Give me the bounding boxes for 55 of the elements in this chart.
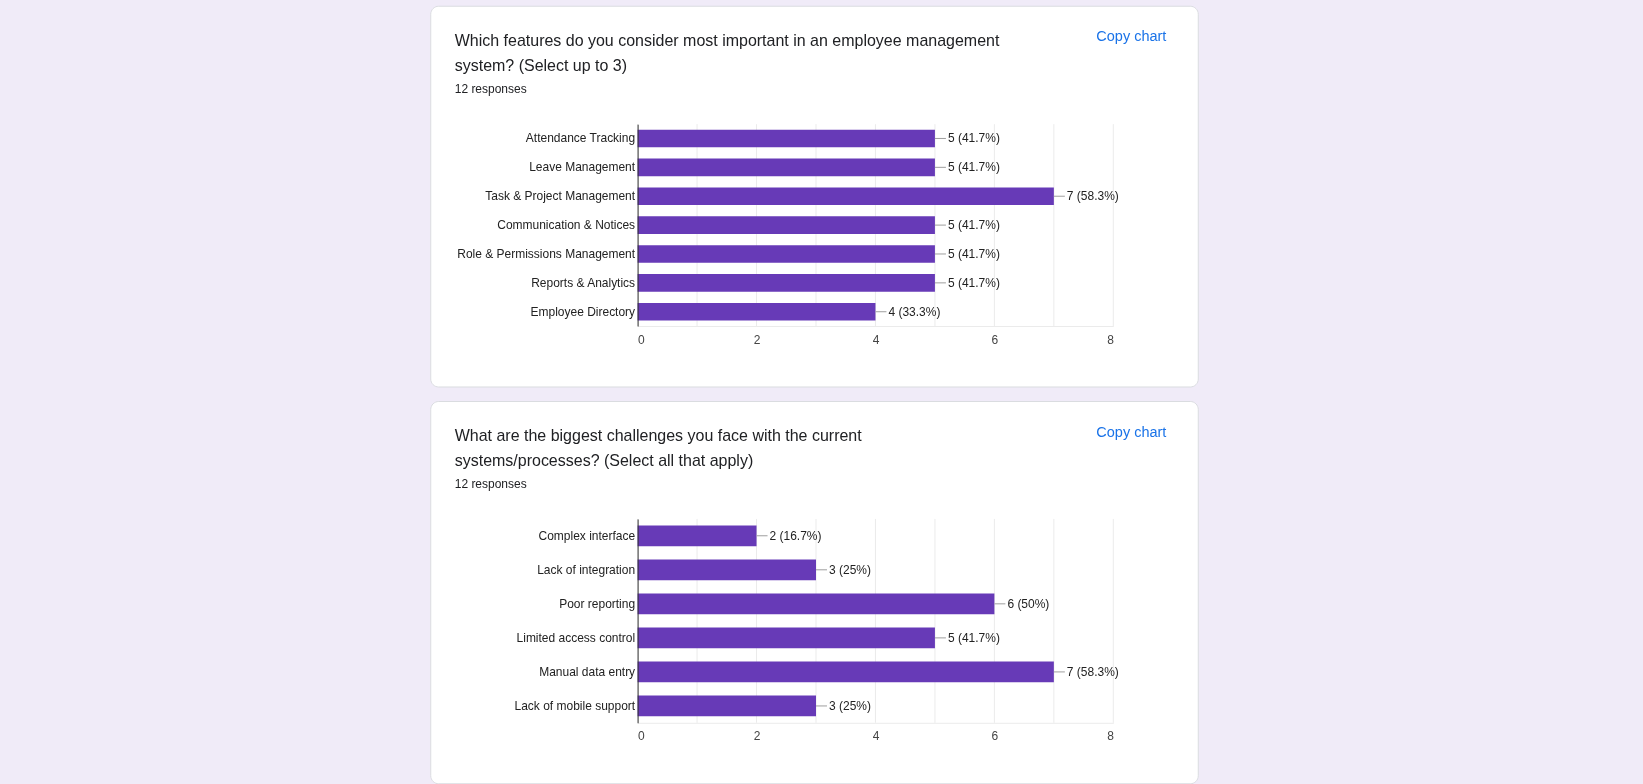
bar <box>637 627 935 649</box>
y-tick-label: Attendance Tracking <box>525 131 636 146</box>
bar <box>637 245 935 263</box>
data-label: 7 (58.3%) <box>1066 664 1119 679</box>
data-label: 5 (41.7%) <box>947 246 1000 261</box>
chart-title: Which features do you consider most important in an employee management system? (Select up to 3) <box>454 32 1000 74</box>
x-tick-label: 4 <box>872 729 880 744</box>
x-tick-label: 2 <box>753 729 761 744</box>
y-tick-label: Role & Permissions Management <box>457 246 636 261</box>
y-tick-label: Leave Management <box>529 160 636 175</box>
x-tick-label: 8 <box>1107 729 1115 744</box>
data-label: 4 (33.3%) <box>888 304 941 319</box>
bar <box>637 695 816 717</box>
chart-title: What are the biggest challenges you face with the current systems/processes? (Select all that apply) <box>454 427 863 469</box>
bar <box>637 216 935 234</box>
bar <box>637 525 757 547</box>
text: 12 responses <box>454 81 527 96</box>
y-tick-label: Lack of integration <box>537 562 636 577</box>
data-label: 7 (58.3%) <box>1066 189 1119 204</box>
bar <box>637 274 935 292</box>
y-tick-label: Poor reporting <box>559 596 636 611</box>
bar <box>637 129 935 148</box>
bar <box>637 187 1054 206</box>
y-tick-label: Communication & Notices <box>497 218 636 233</box>
x-tick-label: 0 <box>638 729 646 744</box>
text: 12 responses <box>454 476 527 491</box>
x-tick-label: 6 <box>991 729 999 744</box>
data-label: 3 (25%) <box>829 698 871 713</box>
x-tick-label: 0 <box>638 332 646 347</box>
x-tick-label: 4 <box>872 332 880 347</box>
y-tick-label: Task & Project Management <box>485 189 636 204</box>
data-label: 5 (41.7%) <box>947 131 1000 146</box>
y-tick-label: Employee Directory <box>530 304 636 319</box>
data-label: 5 (41.7%) <box>947 160 1000 175</box>
data-label: 5 (41.7%) <box>947 630 1000 645</box>
bar <box>637 158 935 177</box>
bar <box>637 661 1054 683</box>
text: Copy chart <box>1096 423 1167 440</box>
data-label: 3 (25%) <box>829 562 871 577</box>
data-label: 2 (16.7%) <box>769 528 822 543</box>
y-tick-label: Reports & Analytics <box>531 275 636 290</box>
data-label: 5 (41.7%) <box>947 275 1000 290</box>
x-tick-label: 6 <box>991 332 999 347</box>
bar <box>637 559 816 581</box>
y-tick-label: Manual data entry <box>539 664 636 679</box>
y-tick-label: Complex interface <box>538 528 636 543</box>
bar <box>637 593 995 615</box>
bar <box>637 302 876 321</box>
text: Copy chart <box>1096 28 1167 45</box>
y-tick-label: Limited access control <box>516 630 636 645</box>
x-tick-label: 2 <box>753 332 761 347</box>
x-tick-label: 8 <box>1107 332 1115 347</box>
y-tick-label: Lack of mobile support <box>514 698 636 713</box>
data-label: 5 (41.7%) <box>947 218 1000 233</box>
data-label: 6 (50%) <box>1007 596 1050 611</box>
